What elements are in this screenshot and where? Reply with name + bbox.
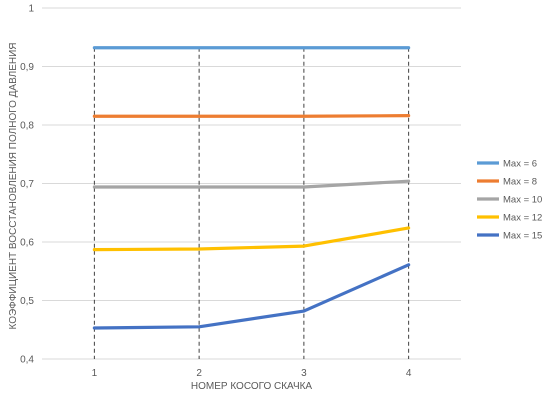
series-line [92,263,411,330]
y-tick-label: 1 [28,4,34,15]
y-tick-label: 0,7 [20,179,34,190]
y-tick-label: 0,6 [20,238,34,249]
legend-label: Max = 10 [503,195,542,206]
y-axis-title: КОЭФФИЦИЕНТ ВОССТАНОВЛЕНИЯ ПОЛНОГО ДАВЛЕ… [8,43,19,330]
x-tick-label: 4 [406,368,412,379]
legend-label: Max = 6 [503,159,537,170]
y-tick-labels: 1 0,9 0,8 0,7 0,6 0,5 0,4 [20,4,34,366]
y-tick-label: 0,9 [20,62,34,73]
series-line [92,179,411,189]
series-line [92,114,411,118]
drop-lines [93,47,410,359]
y-tick-label: 0,8 [20,121,34,132]
x-tick-label: 2 [196,368,202,379]
y-tick-label: 0,5 [20,296,34,307]
y-tick-label: 0,4 [20,355,34,366]
series-lines [92,46,411,330]
x-tick-label: 1 [92,368,98,379]
legend-label: Max = 15 [503,231,542,242]
grid-lines [42,7,461,360]
x-axis-title: НОМЕР КОСОГО СКАЧКА [191,381,313,392]
x-tick-label: 3 [301,368,307,379]
legend: Max = 6 Max = 8 Max = 10 Max = 12 Max = 15 [477,159,542,242]
legend-label: Max = 8 [503,177,537,188]
x-tick-labels: 1 2 3 4 [92,368,412,379]
legend-label: Max = 12 [503,213,542,224]
series-line [92,226,411,252]
